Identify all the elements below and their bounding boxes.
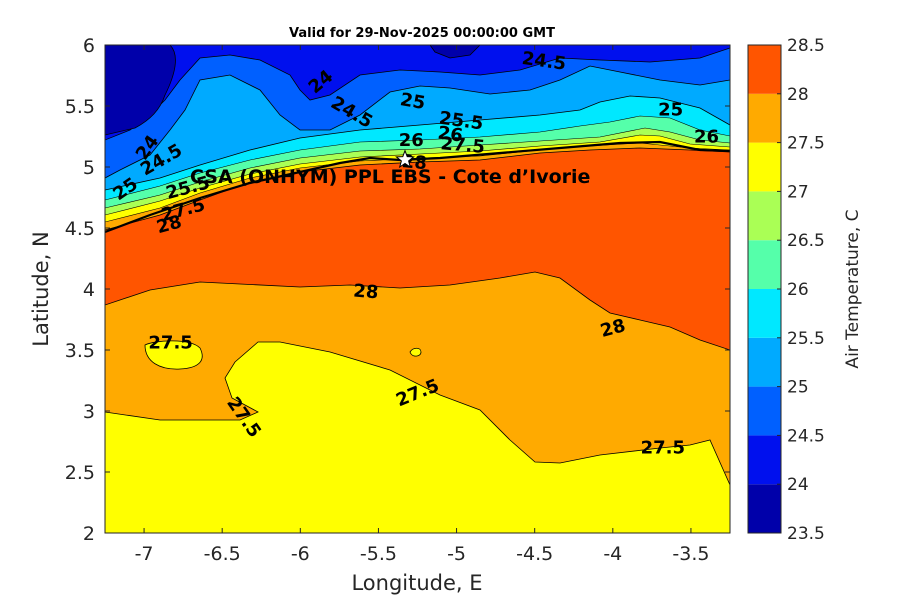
station-star-icon bbox=[395, 149, 415, 169]
colorbar-segment bbox=[748, 45, 781, 94]
y-tick-label: 2.5 bbox=[65, 462, 95, 484]
colorbar-label: Air Temperature, C bbox=[843, 209, 863, 368]
colorbar-tick-label: 27.5 bbox=[787, 134, 825, 154]
band-24-24.5 bbox=[105, 45, 730, 179]
contour-label: 27.5 bbox=[148, 333, 192, 354]
colorbar-segment bbox=[748, 289, 781, 338]
y-tick-label: 3 bbox=[83, 401, 95, 423]
colorbar-segment bbox=[748, 191, 781, 241]
contour-label: 26 bbox=[694, 127, 719, 148]
plot-area bbox=[105, 45, 730, 533]
y-tick-label: 6 bbox=[83, 35, 95, 57]
contour-label: 25 bbox=[658, 100, 683, 121]
contour-label: 27.5 bbox=[641, 438, 685, 459]
colorbar-tick-label: 25 bbox=[787, 378, 809, 398]
colorbar-tick-label: 25.5 bbox=[787, 329, 825, 349]
y-tick-label: 4 bbox=[83, 279, 95, 301]
contour-label: 25 bbox=[399, 89, 427, 114]
contour-label: 26 bbox=[399, 130, 424, 151]
colorbar-segment bbox=[748, 142, 781, 192]
colorbar-tick-label: 28.5 bbox=[787, 36, 825, 56]
y-axis-label: Latitude, N bbox=[29, 231, 53, 347]
x-tick-label: -7 bbox=[135, 543, 154, 565]
y-axis-ticks: 2 2.5 3 3.5 4 4.5 5 5.5 6 bbox=[65, 35, 730, 545]
colorbar-segment bbox=[748, 93, 781, 143]
x-tick-label: -5.5 bbox=[360, 543, 397, 565]
colorbar-tick-label: 28 bbox=[787, 85, 809, 105]
y-tick-label: 3.5 bbox=[65, 340, 95, 362]
y-tick-label: 2 bbox=[83, 523, 95, 545]
colorbar-tick-label: 27 bbox=[787, 182, 809, 202]
colorbar-tick-label: 23.5 bbox=[787, 524, 825, 544]
colorbar-tick-label: 26 bbox=[787, 280, 809, 300]
station-label: CSA (ONHYM) PPL EBS - Cote d’Ivorie bbox=[190, 166, 590, 188]
x-tick-label: -4.5 bbox=[516, 543, 553, 565]
x-tick-label: -6 bbox=[291, 543, 310, 565]
y-tick-label: 5.5 bbox=[65, 96, 95, 118]
band-27.5-island-small bbox=[409, 347, 422, 357]
x-tick-label: -3.5 bbox=[672, 543, 709, 565]
x-tick-label: -6.5 bbox=[204, 543, 241, 565]
colorbar-segment bbox=[748, 484, 781, 533]
colorbar-segment bbox=[748, 240, 781, 289]
colorbar-tick-label: 24 bbox=[787, 475, 809, 495]
band-lt-23.5 bbox=[105, 45, 176, 136]
colorbar bbox=[748, 45, 781, 533]
y-tick-label: 4.5 bbox=[65, 218, 95, 240]
colorbar-segment bbox=[748, 435, 781, 485]
station-marker bbox=[395, 149, 415, 169]
colorbar-tick-label: 24.5 bbox=[787, 426, 825, 446]
x-axis-ticks: -7 -6.5 -6 -5.5 -5 -4.5 -4 -3.5 bbox=[135, 45, 709, 565]
x-tick-label: -5 bbox=[447, 543, 466, 565]
y-tick-label: 5 bbox=[83, 157, 95, 179]
colorbar-tick-label: 26.5 bbox=[787, 231, 825, 251]
chart-title: Valid for 29-Nov-2025 00:00:00 GMT bbox=[289, 26, 555, 41]
band-23.5-24-ne bbox=[429, 45, 481, 59]
colorbar-segment bbox=[748, 386, 781, 436]
contour-label: 26 bbox=[436, 122, 464, 146]
x-tick-label: -4 bbox=[603, 543, 622, 565]
contour-label: 28 bbox=[352, 280, 379, 303]
colorbar-ticks: 23.5 24 24.5 25 25.5 26 26.5 27 27.5 28 28.5 bbox=[777, 36, 825, 544]
x-axis-label: Longitude, E bbox=[351, 571, 482, 595]
contour-label: 27.5 bbox=[440, 133, 486, 158]
band-27.5-island-left bbox=[144, 340, 203, 370]
colorbar-segment bbox=[748, 337, 781, 387]
